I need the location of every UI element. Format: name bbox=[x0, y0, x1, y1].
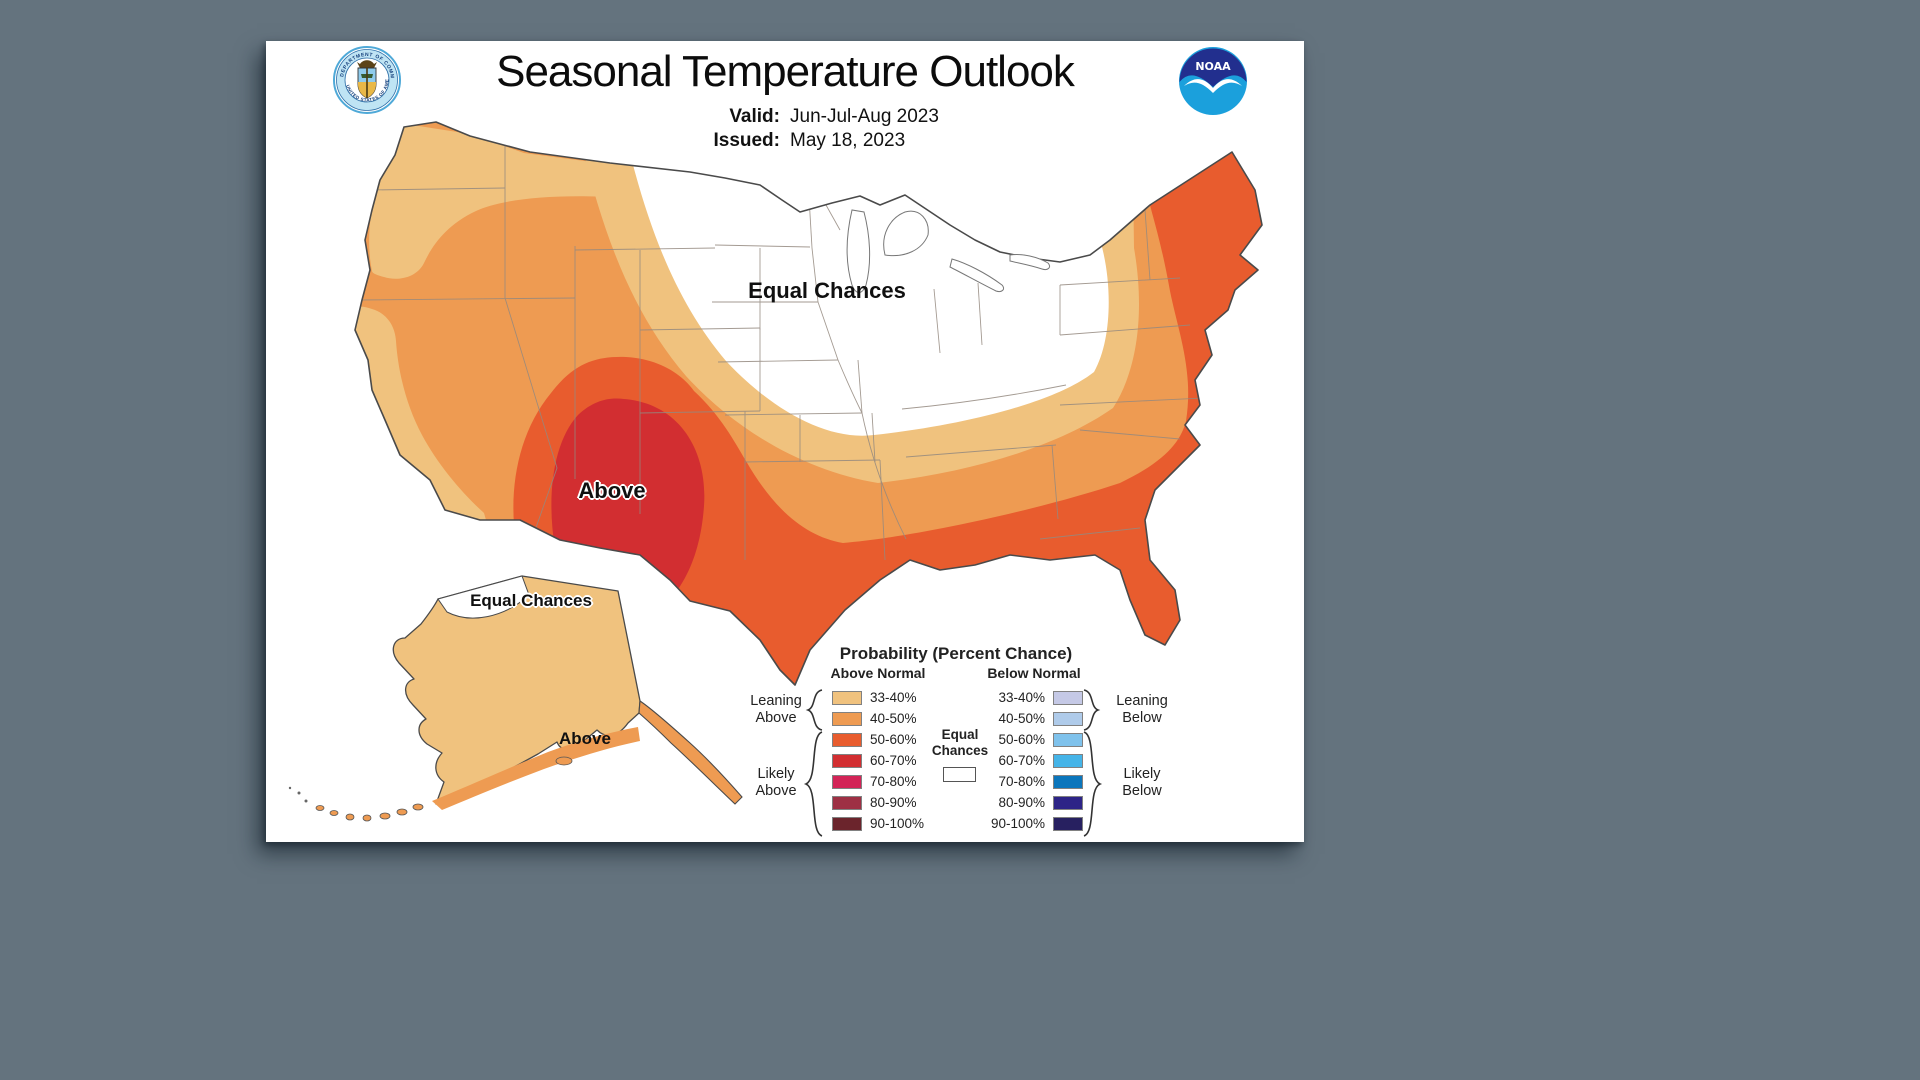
legend-range-above-60-70: 60-70% bbox=[870, 753, 917, 768]
legend-range-above-40-50: 40-50% bbox=[870, 711, 917, 726]
alaska-equal-chances-area bbox=[437, 575, 530, 619]
map-label-above: Above bbox=[578, 478, 646, 503]
alaska-label-equal-chances: Equal Chances bbox=[470, 591, 592, 610]
great-lakes bbox=[846, 209, 1051, 293]
doc-seal-icon: DEPARTMENT OF COMMERCE UNITED STATES OF … bbox=[333, 46, 401, 114]
legend-range-below-70-80: 70-80% bbox=[998, 774, 1045, 789]
small-islets bbox=[288, 786, 308, 803]
band-33-40-california bbox=[355, 306, 488, 527]
aleutian-islands bbox=[315, 756, 573, 822]
legend-swatch-above-90-100 bbox=[832, 817, 862, 831]
legend-swatch-below-80-90 bbox=[1053, 796, 1083, 810]
legend-likely-below-label: Likely Below bbox=[1122, 766, 1162, 799]
leaning-above-brace bbox=[805, 689, 823, 731]
legend-leaning-above-label: Leaning Above bbox=[750, 693, 802, 726]
legend-likely-above-label: Likely Above bbox=[755, 766, 797, 799]
alaska-label-above: Above bbox=[559, 729, 611, 748]
issued-value: May 18, 2023 bbox=[790, 130, 906, 151]
us-temperature-map bbox=[288, 121, 1263, 837]
leaning-below-brace bbox=[1083, 689, 1101, 731]
issued-label: Issued: bbox=[713, 130, 780, 151]
legend-range-below-60-70: 60-70% bbox=[998, 753, 1045, 768]
legend-swatch-below-40-50 bbox=[1053, 712, 1083, 726]
valid-row: Valid: Jun-Jul-Aug 2023 bbox=[266, 105, 1304, 129]
legend-swatch-above-70-80 bbox=[832, 775, 862, 789]
legend-below-header: Below Normal bbox=[987, 665, 1081, 681]
legend-swatch-below-33-40 bbox=[1053, 691, 1083, 705]
legend-equal-chances-label: Equal Chances bbox=[931, 727, 989, 758]
band-33-40-northwest bbox=[369, 124, 630, 279]
legend-leaning-below-label: Leaning Below bbox=[1116, 693, 1168, 726]
legend-swatch-above-50-60 bbox=[832, 733, 862, 747]
legend-title: Probability (Percent Chance) bbox=[839, 644, 1073, 663]
legend-range-above-80-90: 80-90% bbox=[870, 795, 917, 810]
alaska bbox=[288, 575, 743, 822]
legend-range-above-70-80: 70-80% bbox=[870, 774, 917, 789]
page-title: Seasonal Temperature Outlook bbox=[496, 47, 1075, 96]
noaa-logo-icon: NOAA bbox=[1179, 47, 1247, 115]
legend-swatch-above-40-50 bbox=[832, 712, 862, 726]
legend-range-above-33-40: 33-40% bbox=[870, 690, 917, 705]
legend-range-below-33-40: 33-40% bbox=[998, 690, 1045, 705]
likely-below-brace bbox=[1083, 731, 1103, 837]
svg-text:NOAA: NOAA bbox=[1195, 60, 1231, 73]
legend-swatch-above-80-90 bbox=[832, 796, 862, 810]
legend-swatch-above-33-40 bbox=[832, 691, 862, 705]
legend-swatch-below-90-100 bbox=[1053, 817, 1083, 831]
legend-swatch-above-60-70 bbox=[832, 754, 862, 768]
legend-braces bbox=[803, 689, 1103, 837]
legend-range-below-90-100: 90-100% bbox=[990, 816, 1045, 831]
valid-value: Jun-Jul-Aug 2023 bbox=[790, 106, 939, 127]
map-label-equal-chances: Equal Chances bbox=[748, 278, 906, 303]
issued-row: Issued: May 18, 2023 bbox=[266, 129, 1304, 153]
us-outline bbox=[354, 121, 1263, 686]
state-boundaries bbox=[357, 130, 1205, 561]
legend-swatch-below-70-80 bbox=[1053, 775, 1083, 789]
legend-range-above-90-100: 90-100% bbox=[870, 816, 925, 831]
legend-above-header: Above Normal bbox=[830, 665, 926, 681]
legend-range-below-40-50: 40-50% bbox=[998, 711, 1045, 726]
legend-range-above-50-60: 50-60% bbox=[870, 732, 917, 747]
alaska-above-band bbox=[432, 727, 640, 810]
legend-range-below-50-60: 50-60% bbox=[998, 732, 1045, 747]
legend-equal-chances-swatch bbox=[943, 767, 976, 782]
legend-swatch-below-50-60 bbox=[1053, 733, 1083, 747]
likely-above-brace bbox=[803, 731, 823, 837]
outlook-panel: Seasonal Temperature Outlook Valid: Jun-… bbox=[266, 41, 1304, 842]
legend-range-below-80-90: 80-90% bbox=[998, 795, 1045, 810]
alaska-panhandle bbox=[638, 700, 743, 805]
alaska-body bbox=[392, 575, 641, 805]
valid-label: Valid: bbox=[729, 106, 780, 127]
legend-swatch-below-60-70 bbox=[1053, 754, 1083, 768]
